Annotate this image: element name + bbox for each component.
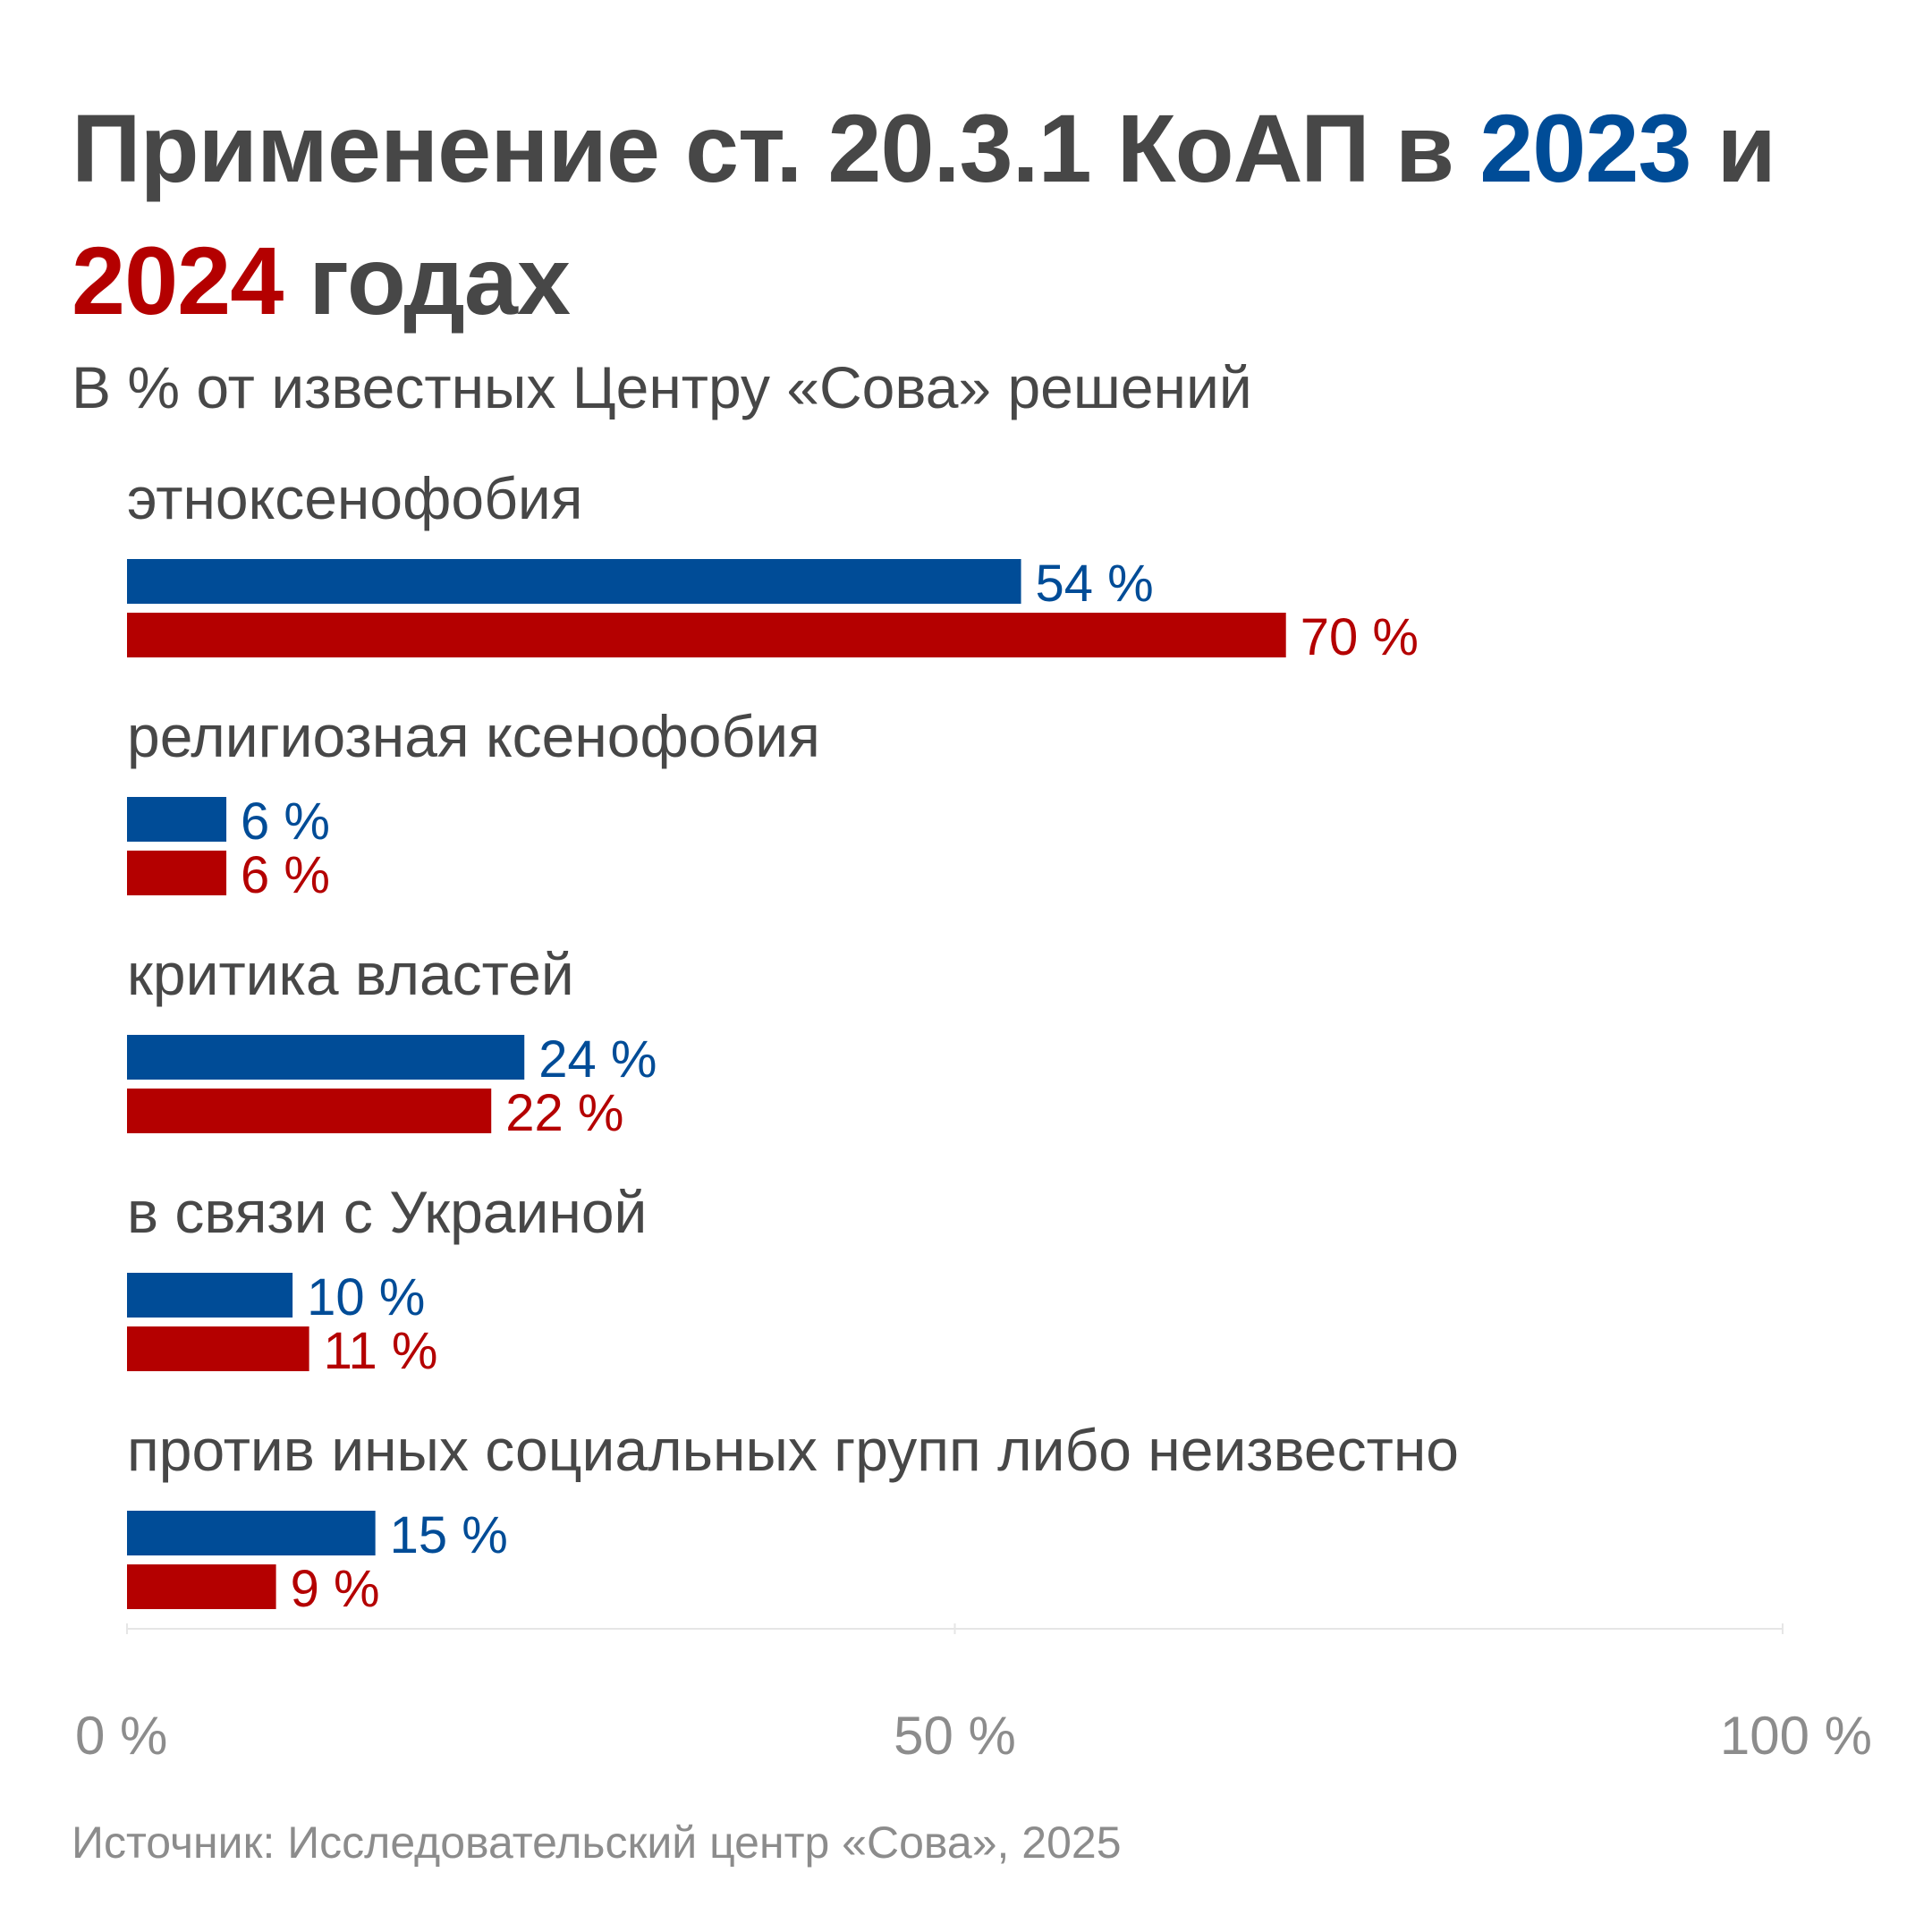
bar-2023 [127,1273,293,1318]
bar-2024 [127,613,1286,657]
bar-2023 [127,1511,376,1555]
x-tick-label: 100 % [1720,1706,1872,1766]
chart-title: Применение ст. 20.3.1 КоАП в 2023 и 2024… [72,82,1878,347]
bar-2024 [127,1089,492,1133]
category-label: этноксенофобия [127,465,583,531]
title-text-3: годах [283,226,571,335]
title-text-2: и [1690,94,1775,202]
data-label-2023: 15 % [390,1506,508,1564]
title-year-2023: 2023 [1479,94,1691,202]
category-label: в связи с Украиной [127,1179,647,1245]
data-label-2024: 9 % [291,1560,380,1618]
x-tick-label: 50 % [894,1706,1016,1766]
source-note: Источник: Исследовательский центр «Сова»… [72,1818,1122,1868]
category-label: религиозная ксенофобия [127,703,820,769]
bar-2024 [127,851,227,895]
data-label-2023: 10 % [307,1268,425,1326]
category-label: против иных социальных групп либо неизве… [127,1417,1459,1483]
x-tick-label: 0 % [75,1706,167,1766]
bar-2024 [127,1564,276,1609]
data-label-2024: 22 % [505,1084,623,1142]
title-text-1: Применение ст. 20.3.1 КоАП в [72,94,1480,202]
bar-2023 [127,1035,525,1080]
data-label-2024: 70 % [1301,608,1419,666]
chart-subtitle: В % от известных Центру «Сова» решений [72,354,1252,420]
data-label-2023: 54 % [1036,555,1154,613]
data-label-2024: 6 % [241,846,330,904]
bar-2023 [127,797,227,842]
category-label: критика властей [127,941,574,1007]
title-year-2024: 2024 [72,226,284,335]
data-label-2024: 11 % [324,1322,438,1380]
data-label-2023: 24 % [538,1030,657,1089]
bar-2024 [127,1326,309,1371]
data-label-2023: 6 % [241,792,330,851]
bar-2023 [127,559,1021,604]
